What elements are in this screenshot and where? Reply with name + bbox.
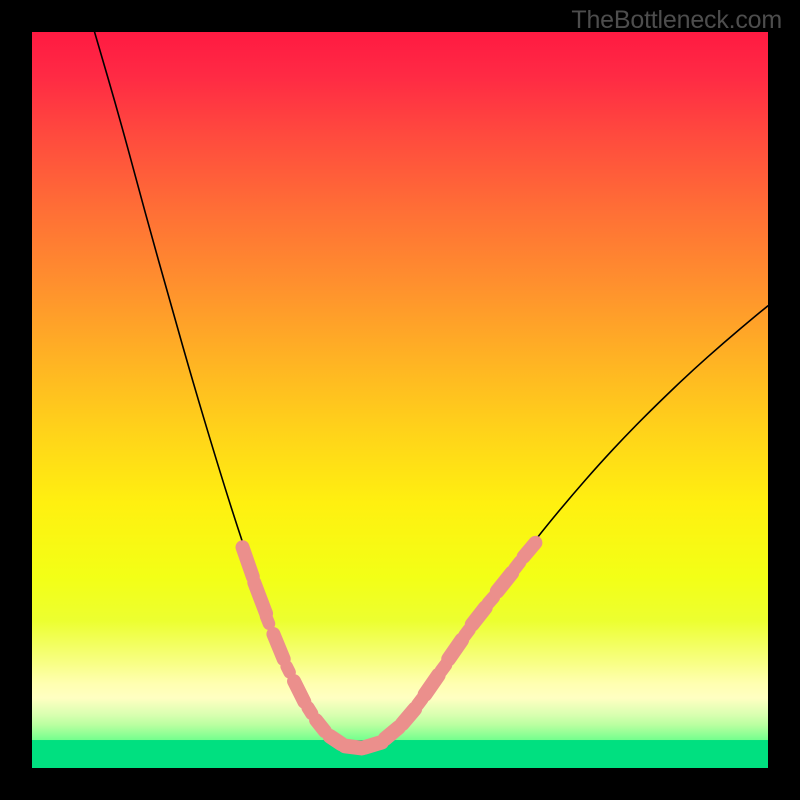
bottom-green-band (32, 740, 768, 768)
marker-segment (488, 597, 493, 603)
plot-area (32, 32, 768, 768)
marker-segment (402, 709, 415, 724)
marker-segment (524, 543, 536, 557)
marker-segment (385, 728, 398, 739)
marker-segment (515, 562, 520, 569)
marker-segment (441, 665, 445, 671)
marker-segment (308, 708, 312, 714)
marker-segment (287, 666, 290, 672)
marker-segment (294, 681, 304, 702)
chart-container: TheBottleneck.com (0, 0, 800, 800)
gradient-background (32, 32, 768, 768)
marker-segment (273, 634, 283, 659)
marker-segment (266, 616, 269, 623)
watermark-text: TheBottleneck.com (571, 6, 782, 35)
marker-segment (316, 720, 325, 731)
plot-svg (32, 32, 768, 768)
marker-segment (365, 742, 382, 747)
marker-segment (243, 547, 253, 576)
marker-segment (472, 608, 485, 625)
